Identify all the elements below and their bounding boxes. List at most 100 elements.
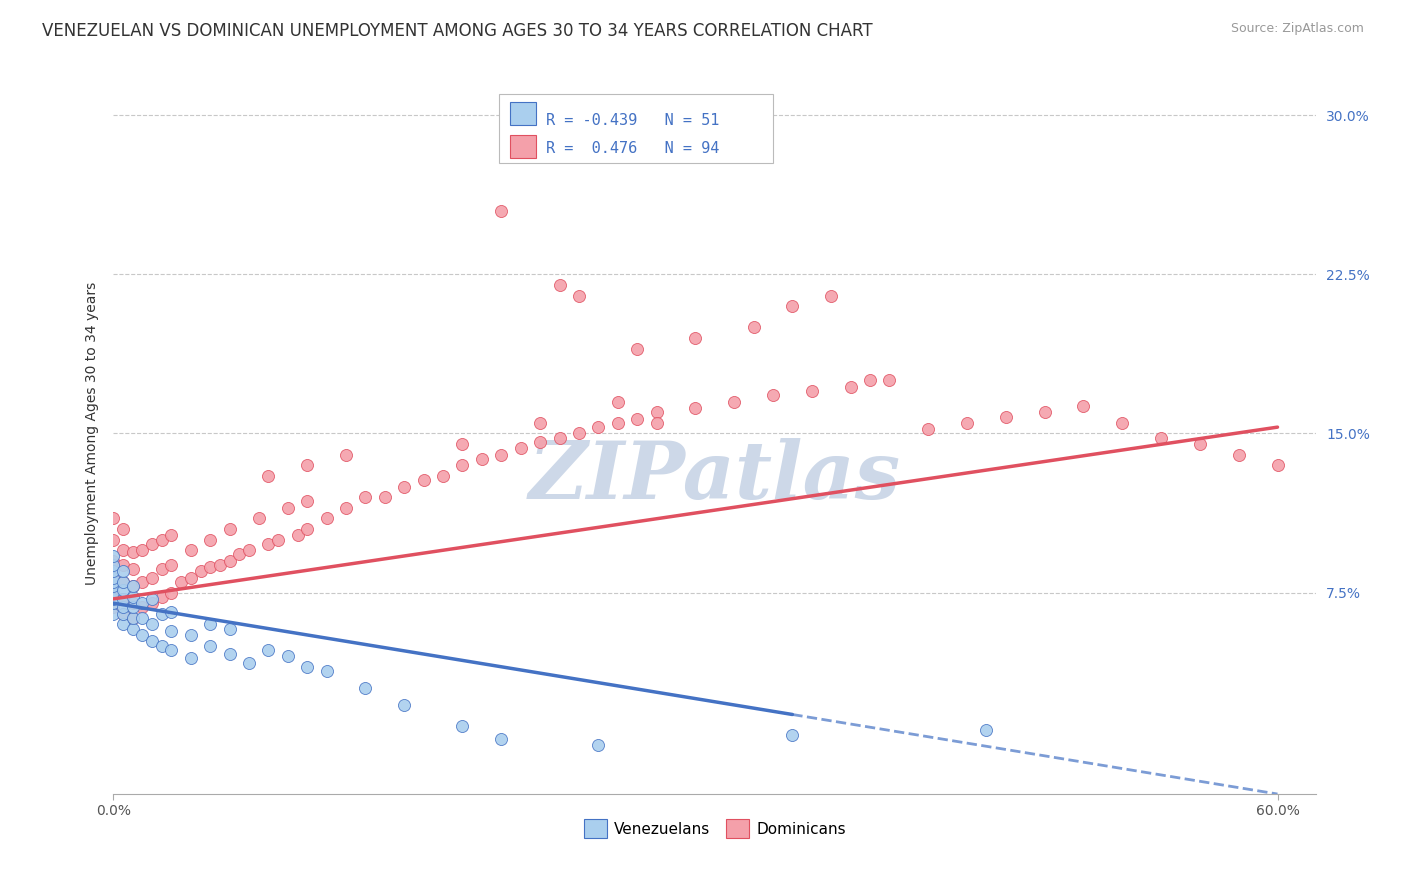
Point (509, 442, 531, 456)
Text: VENEZUELAN VS DOMINICAN UNEMPLOYMENT AMONG AGES 30 TO 34 YEARS CORRELATION CHART: VENEZUELAN VS DOMINICAN UNEMPLOYMENT AMO… (42, 22, 873, 40)
Point (238, 656, 260, 670)
Point (588, 738, 610, 752)
Point (150, 590, 173, 604)
Point (247, 511, 270, 525)
Point (645, 405, 668, 419)
Point (131, 611, 153, 625)
Point (606, 416, 628, 430)
Point (568, 288, 591, 302)
Point (131, 574, 153, 589)
Point (218, 522, 240, 536)
Point (491, 731, 513, 746)
Point (111, 607, 134, 621)
Point (111, 607, 134, 621)
Point (111, 600, 134, 615)
Point (131, 628, 153, 642)
Point (218, 647, 240, 661)
Point (121, 562, 143, 576)
Point (141, 617, 163, 632)
Point (160, 642, 183, 657)
Text: ZIPatlas: ZIPatlas (529, 438, 901, 516)
Point (180, 651, 202, 665)
Point (103, 533, 125, 547)
Point (297, 522, 319, 536)
Point (394, 479, 416, 493)
Point (1227, 448, 1250, 462)
Point (131, 600, 153, 615)
Point (131, 543, 153, 558)
Point (218, 554, 240, 568)
Point (103, 571, 125, 585)
Point (879, 374, 901, 388)
Point (150, 533, 173, 547)
Point (238, 543, 260, 558)
Point (121, 600, 143, 615)
Point (103, 591, 125, 606)
Point (180, 571, 202, 585)
Point (685, 401, 707, 415)
Point (121, 622, 143, 636)
Point (111, 591, 134, 606)
Point (277, 500, 299, 515)
Point (228, 547, 250, 561)
Point (160, 528, 183, 542)
Point (111, 543, 134, 558)
Point (1188, 437, 1211, 451)
Point (762, 388, 785, 402)
Point (103, 579, 125, 593)
Point (111, 522, 134, 536)
Point (432, 469, 454, 483)
Point (917, 422, 939, 436)
Point (471, 452, 494, 467)
Text: Source: ZipAtlas.com: Source: ZipAtlas.com (1230, 22, 1364, 36)
Point (103, 549, 125, 564)
Point (626, 411, 648, 425)
Point (121, 611, 143, 625)
Point (287, 528, 309, 542)
Point (1033, 405, 1056, 419)
Point (150, 562, 173, 576)
Point (277, 649, 299, 664)
Point (190, 565, 212, 579)
Y-axis label: Unemployment Among Ages 30 to 34 years: Unemployment Among Ages 30 to 34 years (86, 282, 100, 585)
Point (606, 394, 628, 409)
Point (141, 634, 163, 648)
Point (150, 639, 173, 653)
Point (685, 331, 707, 345)
Point (160, 624, 183, 638)
Point (103, 571, 125, 585)
Point (121, 579, 143, 593)
Point (103, 585, 125, 599)
Point (994, 409, 1017, 424)
Point (111, 574, 134, 589)
Point (315, 664, 337, 678)
Point (297, 660, 319, 674)
Point (315, 511, 337, 525)
Point (170, 574, 193, 589)
Point (839, 380, 862, 394)
Point (297, 458, 319, 473)
Point (103, 565, 125, 579)
Point (103, 596, 125, 610)
Point (257, 469, 280, 483)
Point (218, 622, 240, 636)
Point (121, 596, 143, 610)
Point (335, 500, 357, 515)
Point (1150, 431, 1173, 445)
Point (588, 420, 610, 434)
Point (548, 278, 571, 293)
Point (859, 374, 882, 388)
Point (267, 533, 290, 547)
Point (548, 431, 571, 445)
Point (103, 558, 125, 572)
Point (257, 642, 280, 657)
Point (111, 583, 134, 598)
Point (976, 723, 998, 738)
Point (782, 299, 804, 313)
Point (257, 537, 280, 551)
Point (111, 574, 134, 589)
Point (529, 434, 551, 449)
Point (150, 607, 173, 621)
Point (103, 574, 125, 589)
Point (200, 560, 222, 574)
